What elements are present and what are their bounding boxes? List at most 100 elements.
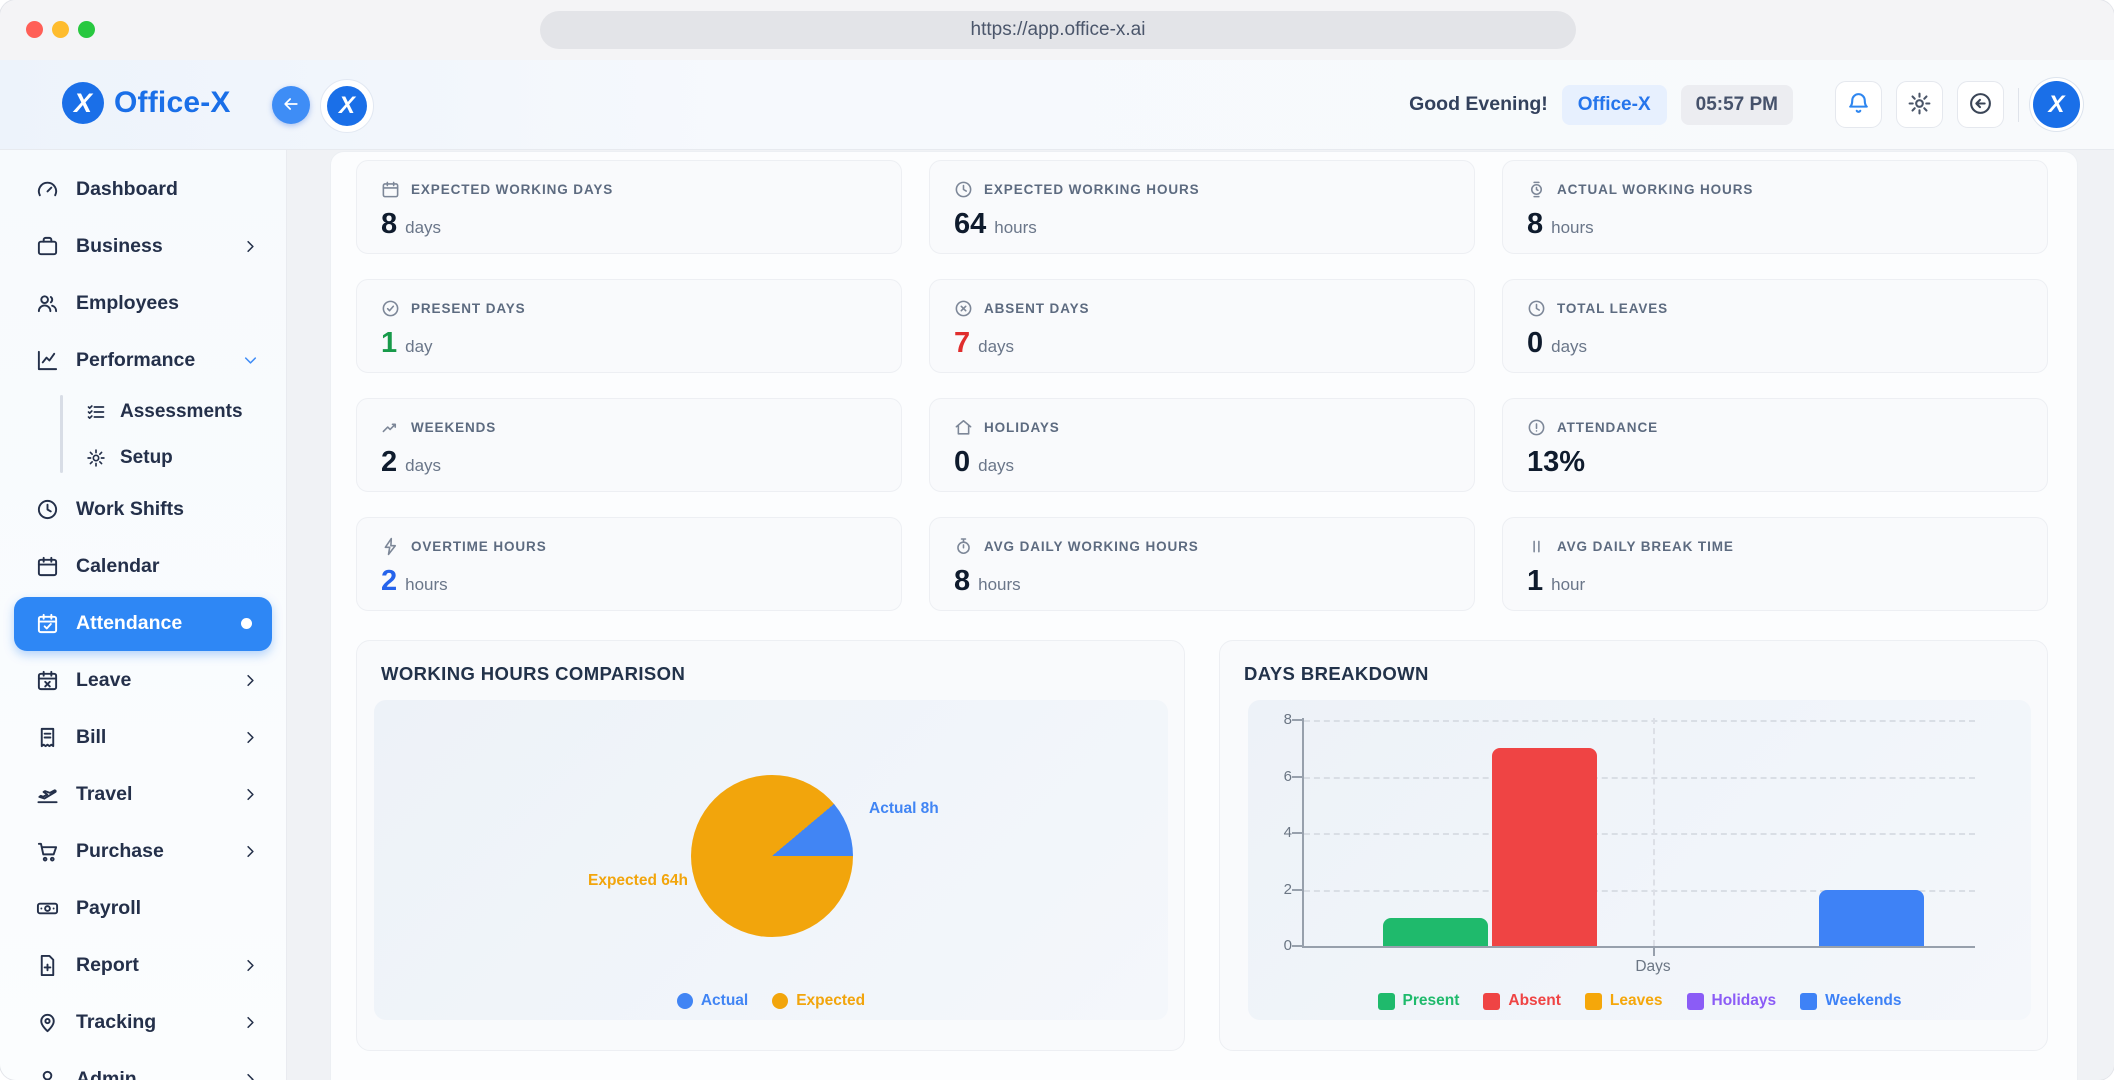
brand-logo: X Office-X xyxy=(62,82,231,124)
legend-item-present[interactable]: Present xyxy=(1377,992,1460,1010)
stat-card-header: EXPECTED WORKING DAYS xyxy=(381,180,877,199)
legend-swatch-icon xyxy=(1483,992,1501,1010)
chevron-right-icon xyxy=(241,842,260,861)
gridline xyxy=(1304,889,1975,892)
stat-value-row: 13% xyxy=(1527,446,2023,479)
legend-item-leaves[interactable]: Leaves xyxy=(1584,992,1663,1010)
sidebar-item-business[interactable]: Business xyxy=(0,218,286,275)
content-panel: EXPECTED WORKING DAYS 8 days EXPECTED WORKI… xyxy=(330,151,2078,1080)
legend-label: Expected xyxy=(796,992,866,1009)
sidebar-nav: Dashboard Business Employees Performance Ass… xyxy=(0,149,287,1080)
clock-icon xyxy=(36,498,59,521)
plane-icon xyxy=(36,783,59,806)
sidebar-item-employees[interactable]: Employees xyxy=(0,275,286,332)
sidebar-item-calendar[interactable]: Calendar xyxy=(0,538,286,595)
sidebar-item-bill[interactable]: Bill xyxy=(0,709,286,766)
sidebar-item-leave[interactable]: Leave xyxy=(0,652,286,709)
stats-grid: EXPECTED WORKING DAYS 8 days EXPECTED WORKI… xyxy=(356,160,2048,611)
user-icon xyxy=(36,1068,59,1080)
legend-item-absent[interactable]: Absent xyxy=(1483,992,1561,1010)
legend-label: Leaves xyxy=(1609,992,1663,1009)
legend-item-actual[interactable]: Actual xyxy=(676,992,749,1010)
stat-label: ATTENDANCE xyxy=(1557,420,1658,435)
logout-button[interactable] xyxy=(1957,81,2004,128)
alert-circle-icon xyxy=(1527,418,1546,437)
sidebar-item-label: Calendar xyxy=(76,555,160,577)
workspace-logo-button[interactable]: X xyxy=(320,79,374,133)
sidebar-item-travel[interactable]: Travel xyxy=(0,766,286,823)
stat-card-absent-days: ABSENT DAYS 7 days xyxy=(929,279,1475,373)
sidebar-subitem-setup[interactable]: Setup xyxy=(0,435,286,481)
workspace-logo-icon: X xyxy=(327,86,367,126)
settings-button[interactable] xyxy=(1896,81,1943,128)
stat-card-header: ABSENT DAYS xyxy=(954,299,1450,318)
sidebar-item-report[interactable]: Report xyxy=(0,937,286,994)
stat-card-header: PRESENT DAYS xyxy=(381,299,877,318)
calendar-icon xyxy=(36,555,59,578)
legend-swatch-icon xyxy=(1377,992,1395,1010)
sidebar-item-tracking[interactable]: Tracking xyxy=(0,994,286,1051)
pie-chart-area: Actual 8h Expected 64h Actual Expected xyxy=(374,700,1168,1020)
stat-card-header: TOTAL LEAVES xyxy=(1527,299,2023,318)
chevron-right-icon xyxy=(241,237,260,256)
time-badge: 05:57 PM xyxy=(1680,84,1793,125)
calendar-x-icon xyxy=(36,669,59,692)
legend-dot-icon xyxy=(772,993,789,1009)
stat-unit: hour xyxy=(1551,575,1586,594)
pause-icon xyxy=(1527,537,1546,556)
sidebar-item-purchase[interactable]: Purchase xyxy=(0,823,286,880)
brand-name: Office-X xyxy=(114,86,231,119)
x-axis-line xyxy=(1302,946,1975,948)
sidebar-item-label: Tracking xyxy=(76,1011,157,1033)
stat-card-present-days: PRESENT DAYS 1 day xyxy=(356,279,902,373)
legend-item-holidays[interactable]: Holidays xyxy=(1686,992,1776,1010)
sidebar-item-label: Business xyxy=(76,235,163,257)
browser-chrome: https://app.office-x.ai xyxy=(0,0,2114,60)
stat-value: 64 xyxy=(954,208,987,240)
notifications-button[interactable] xyxy=(1835,81,1882,128)
sidebar-item-payroll[interactable]: Payroll xyxy=(0,880,286,937)
bell-icon xyxy=(1846,91,1871,119)
sidebar-collapse-button[interactable] xyxy=(272,86,310,124)
stat-unit: hours xyxy=(1551,218,1594,237)
pie-chart-title: WORKING HOURS COMPARISON xyxy=(381,663,686,684)
stat-card-header: ACTUAL WORKING HOURS xyxy=(1527,180,2023,199)
sidebar-item-label: Report xyxy=(76,954,139,976)
stat-unit: days xyxy=(978,456,1015,475)
sidebar-active-pill: Attendance xyxy=(14,596,272,651)
clock-icon xyxy=(1527,299,1546,318)
sidebar-subitem-assessments[interactable]: Assessments xyxy=(0,389,286,435)
maximize-window-button[interactable] xyxy=(78,21,95,38)
sidebar-item-attendance[interactable]: Attendance xyxy=(0,595,286,652)
sidebar-item-performance[interactable]: Performance xyxy=(0,332,286,389)
stat-card-holidays: HOLIDAYS 0 days xyxy=(929,398,1475,492)
cart-icon xyxy=(36,840,59,863)
legend-label: Weekends xyxy=(1825,992,1902,1009)
y-tick-mark xyxy=(1292,888,1302,891)
sidebar-item-dashboard[interactable]: Dashboard xyxy=(0,161,286,218)
clock-icon xyxy=(954,180,973,199)
stat-label: AVG DAILY BREAK TIME xyxy=(1557,539,1734,554)
stat-card-header: EXPECTED WORKING HOURS xyxy=(954,180,1450,199)
sidebar-item-label: Dashboard xyxy=(76,178,178,200)
stat-card-expected-working-hours: EXPECTED WORKING HOURS 64 hours xyxy=(929,160,1475,254)
stat-card-overtime-hours: OVERTIME HOURS 2 hours xyxy=(356,517,902,611)
legend-label: Actual xyxy=(700,992,749,1009)
sidebar-item-work-shifts[interactable]: Work Shifts xyxy=(0,481,286,538)
legend-item-expected[interactable]: Expected xyxy=(772,992,865,1010)
legend-label: Absent xyxy=(1508,992,1561,1009)
y-tick-mark xyxy=(1292,945,1302,947)
minimize-window-button[interactable] xyxy=(52,21,69,38)
days-breakdown-card: DAYS BREAKDOWN 0 2 4 6 8 Days Present Absent Lea… xyxy=(1219,640,2048,1051)
user-avatar[interactable]: X xyxy=(2033,81,2080,128)
x-circle-icon xyxy=(954,299,973,318)
close-window-button[interactable] xyxy=(26,21,43,38)
legend-item-weekends[interactable]: Weekends xyxy=(1800,992,1902,1010)
address-bar[interactable]: https://app.office-x.ai xyxy=(540,11,1576,49)
legend-dot-icon xyxy=(676,993,693,1009)
legend-label: Present xyxy=(1402,992,1460,1009)
stat-value-row: 8 hours xyxy=(954,565,1450,598)
stat-value: 8 xyxy=(381,208,398,240)
sidebar-item-admin[interactable]: Admin xyxy=(0,1051,286,1080)
